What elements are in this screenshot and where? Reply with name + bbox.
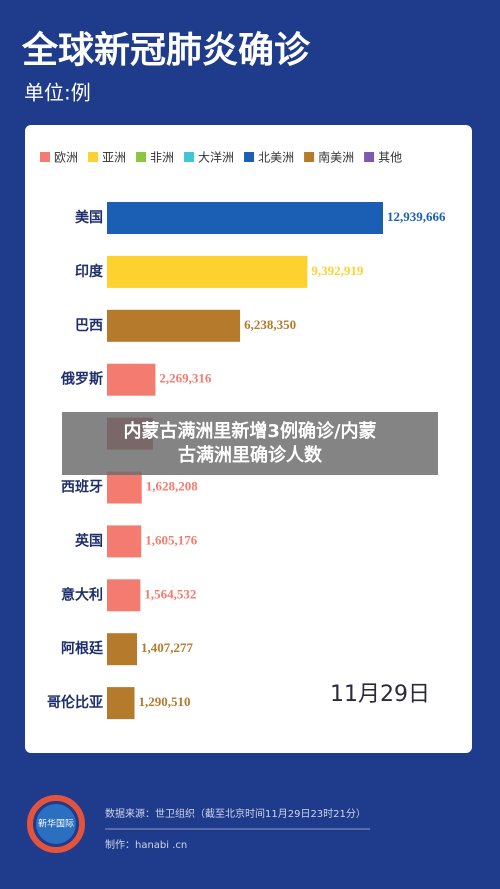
value-label: 6,238,350: [244, 317, 296, 332]
category-label: 巴西: [75, 318, 103, 334]
legend-swatch: [184, 152, 195, 162]
bar: [107, 687, 135, 720]
legend-label: 非洲: [150, 151, 174, 165]
value-label: 1,407,277: [141, 640, 194, 655]
overlay-banner: [62, 412, 438, 475]
value-label: 1,564,532: [144, 586, 196, 601]
value-label: 12,939,666: [387, 209, 446, 224]
value-label: 9,392,919: [311, 263, 364, 278]
legend-label: 南美洲: [318, 150, 354, 165]
value-label: 1,628,208: [146, 478, 199, 493]
subtitle: 单位:例: [24, 81, 91, 105]
bar: [107, 525, 142, 558]
category-label: 美国: [75, 209, 103, 226]
value-label: 1,605,176: [145, 532, 198, 547]
source: 数据来源：世卫组织（截至北京时间11月29日23时21分）: [105, 807, 366, 820]
legend-swatch: [364, 152, 375, 162]
bar: [107, 309, 241, 342]
category-label: 哥伦比亚: [47, 694, 103, 711]
value-label: 1,290,510: [139, 694, 191, 709]
logo: [36, 804, 76, 844]
date: 11月29日: [330, 682, 430, 707]
overlay-line: 内蒙古满洲里新增3例确诊/内蒙: [123, 420, 376, 442]
category-label: 俄罗斯: [60, 371, 103, 388]
legend-swatch: [136, 152, 147, 162]
overlay-line: 古满洲里确诊人数: [178, 444, 323, 466]
overlay-text: 内蒙古满洲里新增3例确诊/内蒙古满洲里确诊人数: [123, 420, 376, 466]
logo-ring: [27, 795, 85, 853]
category-label: 英国: [74, 532, 103, 549]
legend-label: 亚洲: [102, 151, 126, 165]
category-label: 阿根廷: [61, 640, 104, 657]
bar: [107, 633, 138, 666]
bar: [107, 202, 383, 234]
legend-label: 欧洲: [54, 151, 78, 165]
category-label: 西班牙: [61, 479, 103, 496]
legend-swatch: [304, 152, 315, 162]
credit: 制作：hanabi .cn: [105, 838, 187, 851]
bar: [107, 471, 142, 504]
bar: [107, 579, 141, 612]
bar: [107, 255, 308, 288]
category-label: 印度: [75, 263, 104, 280]
value-label: 2,269,316: [159, 371, 212, 386]
legend-label: 北美洲: [258, 151, 294, 165]
legend-swatch: [88, 152, 99, 162]
legend-swatch: [40, 152, 50, 162]
bar: [107, 363, 156, 396]
logo-text: 新华国际: [38, 818, 74, 830]
legend-label: 其他: [378, 151, 402, 165]
legend-label: 大洋洲: [198, 150, 234, 165]
category-label: 意大利: [61, 586, 103, 603]
legend-swatch: [244, 152, 255, 162]
chart-title: 全球新冠肺炎确诊: [21, 29, 311, 71]
